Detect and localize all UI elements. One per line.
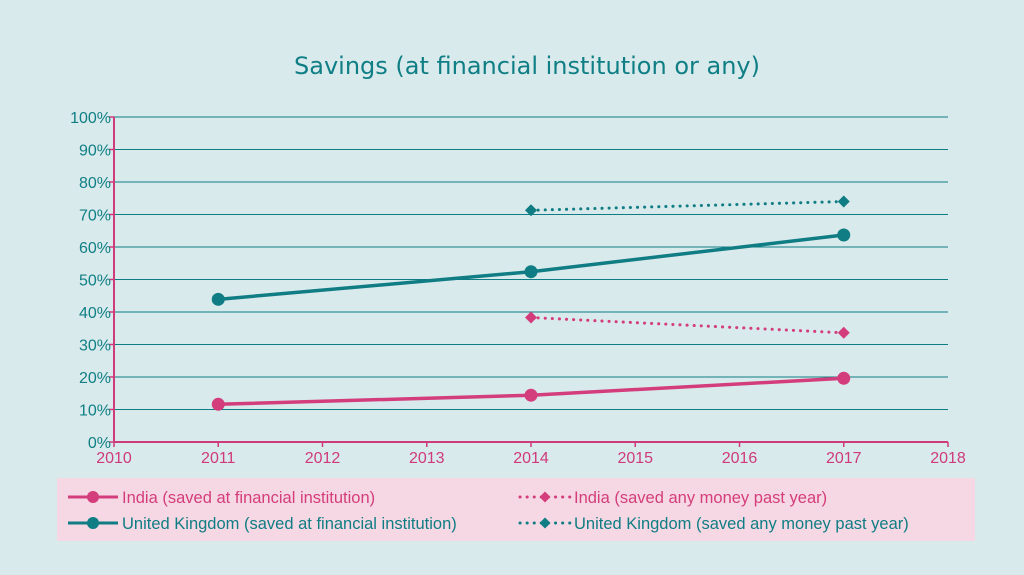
y-tick-label: 30% [79, 338, 111, 355]
y-tick-label: 20% [79, 370, 111, 387]
x-tick-label: 2013 [409, 450, 445, 467]
y-tick-label: 0% [88, 435, 111, 452]
legend-item: India (saved any money past year) [518, 489, 827, 507]
data-point-marker [524, 388, 538, 402]
legend-item: India (saved at financial institution) [68, 489, 375, 507]
axes: 0% 10% 20% 30% 40% 50% 60% 70% 80% 90% 100% 2010 201… [70, 110, 966, 467]
series-2 [525, 311, 850, 339]
data-point-marker [539, 517, 551, 529]
data-point-marker [837, 195, 850, 208]
series-1 [211, 371, 851, 411]
y-tick-label: 80% [79, 175, 111, 192]
data-point-marker [837, 228, 851, 242]
legend-label: United Kingdom (saved any money past yea… [574, 515, 909, 533]
y-tick-label: 60% [79, 240, 111, 257]
x-tick-label: 2018 [930, 450, 966, 467]
legend-box [57, 478, 975, 541]
data-point-marker [525, 204, 537, 217]
y-tick-label: 100% [70, 110, 111, 127]
grid [114, 116, 948, 410]
legend-item: United Kingdom (saved any money past yea… [518, 515, 909, 533]
x-tick-label: 2016 [722, 450, 758, 467]
data-point-marker [87, 491, 99, 503]
series-3 [211, 228, 851, 306]
x-tick-label: 2014 [513, 450, 549, 467]
data-point-marker [524, 265, 538, 279]
x-tick-label: 2012 [305, 450, 341, 467]
x-tick-label: 2015 [617, 450, 653, 467]
data-point-marker [525, 311, 537, 324]
series-line [529, 316, 846, 335]
y-tick-label: 10% [79, 403, 111, 420]
data-point-marker [837, 371, 851, 385]
legend-label: India (saved any money past year) [574, 489, 827, 507]
x-tick-label: 2010 [96, 450, 132, 467]
legend-label: India (saved at financial institution) [122, 489, 375, 507]
y-tick-label: 50% [79, 273, 111, 290]
y-tick-label: 90% [79, 143, 111, 160]
series-layer [211, 195, 851, 411]
legend-label: United Kingdom (saved at financial insti… [122, 515, 457, 533]
legend: India (saved at financial institution) In… [57, 478, 975, 541]
series-line [529, 200, 846, 212]
chart-title: Savings (at financial institution or any… [294, 52, 760, 80]
x-tick-label: 2017 [826, 450, 862, 467]
data-point-marker [211, 292, 225, 306]
x-tick-label: 2011 [201, 450, 236, 467]
data-point-marker [539, 491, 551, 503]
legend-item: United Kingdom (saved at financial insti… [68, 515, 457, 533]
y-tick-label: 70% [79, 208, 111, 225]
series-4 [525, 195, 850, 217]
data-point-marker [837, 326, 850, 339]
data-point-marker [211, 397, 225, 411]
data-point-marker [87, 517, 99, 529]
y-tick-label: 40% [79, 305, 111, 322]
